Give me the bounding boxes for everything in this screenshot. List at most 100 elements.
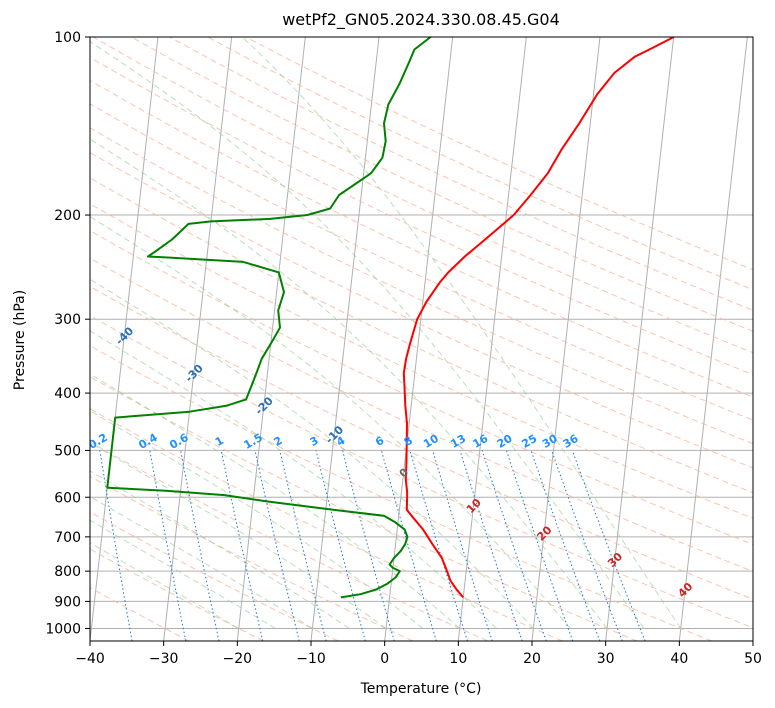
y-tick-label: 500 [54, 443, 81, 459]
isotherm-label: 30 [605, 550, 625, 570]
dry-adiabat [169, 37, 753, 311]
moist-adiabat [90, 410, 424, 629]
dewpoint-line [106, 37, 432, 599]
isotherm-line [310, 37, 380, 641]
moist-adiabat [90, 278, 534, 629]
mixing-ratio-line [149, 450, 187, 641]
mixing-ratio-line [432, 450, 493, 641]
dry-adiabat [90, 408, 563, 641]
isotherm-line [457, 37, 527, 641]
dry-adiabat [90, 345, 712, 641]
y-tick-label: 900 [54, 594, 81, 610]
mixing-ratio-line [571, 450, 646, 641]
dry-adiabat [90, 475, 414, 641]
mixing-ratio-line [530, 450, 601, 641]
dry-adiabat [131, 37, 753, 332]
temperature-line [402, 37, 675, 599]
moist-adiabat [90, 442, 387, 629]
data-series [106, 37, 675, 599]
chart-title: wetPf2_GN05.2024.330.08.45.G04 [282, 10, 560, 30]
mixing-ratio-label: 0.4 [136, 431, 160, 452]
dry-adiabat [90, 548, 264, 641]
mixing-ratio-label: 36 [561, 432, 581, 451]
isotherm-line [678, 37, 748, 641]
background-lines [0, 37, 753, 641]
x-tick-label: 50 [744, 651, 762, 667]
dry-adiabat [92, 37, 753, 354]
isotherm-line [90, 37, 159, 641]
x-tick-label: −40 [75, 651, 105, 667]
isopleth-labels: 0.10.20.40.611.52346810131620253036-100-… [44, 285, 696, 600]
mixing-ratio-label: 13 [448, 432, 468, 451]
isotherm-label: -50 [44, 285, 67, 308]
mixing-ratio-line [505, 450, 574, 641]
isotherm-line [0, 37, 11, 641]
isotherm-line [236, 37, 306, 641]
mixing-ratio-line [180, 450, 220, 641]
isotherm-line [384, 37, 454, 641]
mixing-ratio-label: 30 [540, 432, 560, 451]
mixing-ratio-label: 3 [308, 434, 321, 449]
isotherm-label: 20 [534, 523, 554, 543]
y-tick-label: 300 [54, 312, 81, 328]
x-tick-label: 0 [380, 651, 389, 667]
isotherm-line [605, 37, 675, 641]
mixing-ratio-line [342, 450, 395, 641]
dry-adiabat [90, 257, 753, 572]
dry-adiabat [90, 230, 753, 546]
mixing-ratio-label: 20 [495, 432, 515, 451]
mixing-ratio-line [99, 450, 133, 641]
moist-adiabat [90, 330, 497, 629]
plot-frame [89, 36, 754, 642]
moist-adiabat [90, 470, 350, 629]
moist-adiabat [90, 373, 461, 629]
isotherm-label: -30 [183, 362, 206, 385]
dry-adiabat [90, 79, 753, 398]
moist-adiabat [241, 37, 682, 629]
dry-adiabat [90, 314, 753, 629]
dry-adiabat [90, 376, 638, 641]
mixing-ratio-line [459, 450, 523, 641]
y-tick-label: 200 [54, 208, 81, 224]
mixing-ratio-label: 6 [373, 434, 386, 449]
mixing-ratio-label: 16 [471, 432, 491, 451]
dry-adiabat [90, 56, 753, 376]
x-tick-label: −20 [223, 651, 253, 667]
y-tick-label: 800 [54, 564, 81, 580]
dry-adiabat [90, 586, 190, 641]
mixing-ratio-label: 1.5 [242, 431, 265, 452]
y-tick-label: 1000 [45, 621, 81, 637]
y-axis: 100 200 300 400 500 600 700 800 900 1000 [45, 30, 90, 637]
x-tick-label: 20 [523, 651, 541, 667]
isotherm-line [531, 37, 601, 641]
moist-adiabat [90, 542, 239, 629]
mixing-ratio-label: 1 [213, 434, 226, 449]
moist-adiabat [90, 215, 571, 629]
y-tick-label: 600 [54, 490, 81, 506]
mixing-ratio-line [551, 450, 623, 641]
isotherm-line [163, 37, 233, 641]
mixing-ratio-label: 8 [402, 434, 415, 449]
y-axis-label: Pressure (hPa) [12, 290, 28, 390]
mixing-ratio-line [279, 450, 327, 641]
mixing-ratio-line [254, 450, 300, 641]
x-tick-label: −10 [296, 651, 326, 667]
mixing-ratio-line [315, 450, 366, 641]
isotherm-label: -40 [113, 324, 136, 347]
x-axis-label: Temperature (°C) [360, 681, 482, 697]
dry-adiabat [90, 441, 488, 641]
mixing-ratio-line [381, 450, 437, 641]
mixing-ratio-line [481, 450, 547, 641]
dry-adiabat [90, 511, 339, 641]
isotherm-line [752, 636, 753, 641]
x-tick-label: −30 [149, 651, 179, 667]
moist-adiabat [90, 138, 608, 629]
x-axis: −40 −30 −20 −10 0 10 20 30 40 50 [75, 641, 762, 667]
x-tick-label: 40 [670, 651, 688, 667]
dry-adiabat [90, 151, 753, 469]
x-tick-label: 10 [449, 651, 467, 667]
mixing-ratio-label: 10 [421, 432, 441, 451]
dry-adiabat [245, 37, 753, 271]
mixing-ratio-label: 2 [271, 434, 284, 449]
